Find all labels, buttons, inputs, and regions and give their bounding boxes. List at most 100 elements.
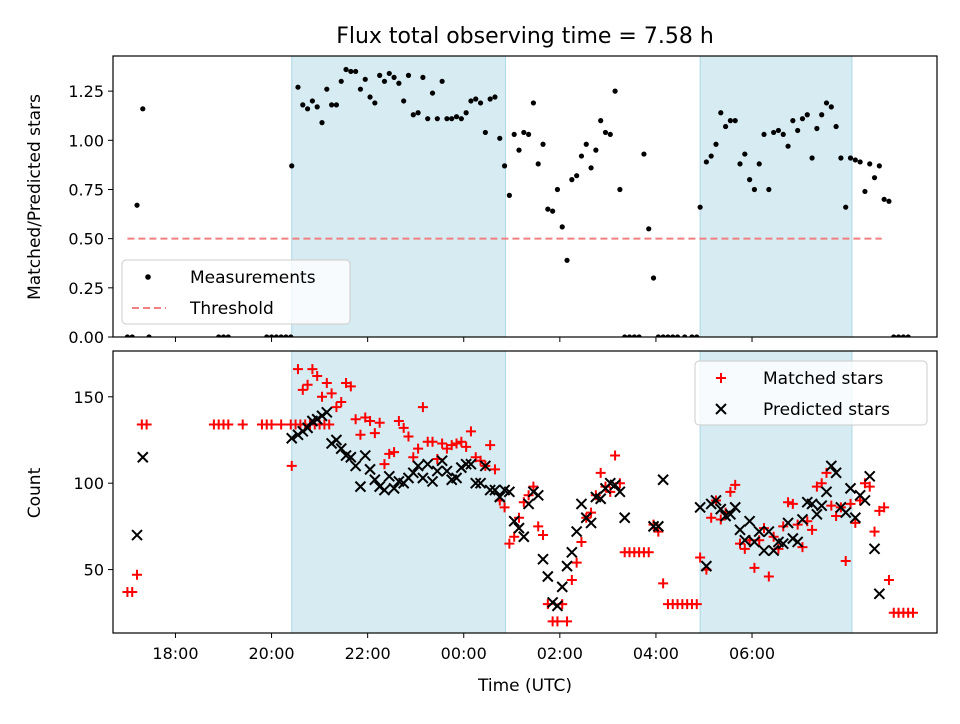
predicted-star-point <box>734 524 746 536</box>
matched-star-point <box>355 429 366 440</box>
measurement-point <box>439 78 445 84</box>
matched-star-point <box>324 419 335 430</box>
predicted-star-point <box>652 520 665 533</box>
predicted-star-point <box>575 498 588 510</box>
predicted-star-point <box>825 460 838 472</box>
predicted-star-point <box>724 508 737 520</box>
predicted-star-point <box>647 520 660 533</box>
matched-star-point <box>437 438 448 449</box>
matched-star-point <box>326 388 337 399</box>
measurement-point <box>881 196 887 202</box>
predicted-star-point <box>758 544 770 557</box>
legend-label: Measurements <box>190 268 316 288</box>
measurement-point <box>569 177 575 183</box>
measurement-point <box>838 155 844 161</box>
matched-star-point <box>595 467 606 478</box>
measurement-point <box>362 76 368 82</box>
legend-marker-predicted <box>715 403 727 415</box>
matched-star-point <box>826 500 837 511</box>
measurement-point <box>641 151 647 157</box>
measurement-point <box>660 334 666 337</box>
matched-star-point <box>566 574 577 585</box>
measurement-point <box>530 100 537 106</box>
measurement-point <box>650 275 657 281</box>
measurement-point <box>857 159 863 165</box>
measurement-point <box>670 334 676 337</box>
measurement-point <box>283 334 289 337</box>
measurement-point <box>134 202 140 208</box>
measurement-point <box>405 72 412 78</box>
matched-star-point <box>783 497 794 508</box>
measurement-point <box>790 118 796 124</box>
measurement-point <box>809 155 815 161</box>
top-panel: 0.00 0.25 0.50 0.75 1.00 1.25 Measurements Thre… <box>68 55 938 347</box>
measurement-point <box>511 131 517 138</box>
measurement-point <box>146 334 152 337</box>
matched-star-point <box>384 448 395 459</box>
measurement-point <box>775 127 782 134</box>
measurement-point <box>900 334 906 337</box>
matched-star-point <box>509 531 520 542</box>
measurement-point <box>747 177 753 183</box>
measurement-point <box>833 123 839 130</box>
measurement-point <box>216 334 222 337</box>
observing-window-shade <box>699 55 853 338</box>
measurement-point <box>278 334 284 337</box>
x-tick-label: 20:00 <box>248 644 294 663</box>
measurement-point <box>718 110 724 116</box>
predicted-star-point <box>777 537 789 550</box>
predicted-star-point <box>763 525 775 538</box>
legend-label: Threshold <box>189 299 274 319</box>
measurement-point <box>386 70 392 77</box>
plot-area <box>122 364 918 627</box>
matched-star-point <box>845 498 856 509</box>
predicted-star-point <box>806 498 818 510</box>
matched-star-point <box>413 443 424 454</box>
predicted-star-point <box>431 465 444 477</box>
measurement-point <box>477 100 484 106</box>
matched-star-point <box>374 417 385 428</box>
measurement-point <box>497 135 503 141</box>
legend-box <box>694 360 928 426</box>
predicted-star-point <box>441 465 453 477</box>
matched-star-point <box>499 502 510 513</box>
matched-star-point <box>417 402 428 413</box>
x-tick-label: 18:00 <box>152 644 198 663</box>
matched-star-point <box>292 364 303 375</box>
matched-star-point <box>321 377 332 388</box>
measurement-point <box>309 98 315 104</box>
predicted-star-point <box>542 570 554 583</box>
measurement-point <box>319 120 325 126</box>
matched-star-point <box>706 512 717 523</box>
measurement-point <box>343 66 349 73</box>
predicted-star-point <box>873 588 886 600</box>
predicted-star-point <box>657 474 669 486</box>
plot-area <box>124 66 911 337</box>
measurement-point <box>357 86 364 92</box>
measurement-point <box>353 68 359 75</box>
matched-star-point <box>730 479 741 490</box>
predicted-star-point <box>383 470 395 482</box>
predicted-star-point <box>868 543 881 555</box>
measurement-point <box>697 204 703 210</box>
matched-star-point <box>816 478 827 489</box>
measurement-point <box>867 161 873 167</box>
x-tick-label: 06:00 <box>729 644 775 663</box>
measurement-point <box>737 161 743 167</box>
y-tick-label: 1.25 <box>68 82 104 101</box>
matched-star-point <box>266 419 277 430</box>
matched-star-point <box>465 426 476 437</box>
matched-star-point <box>369 428 380 439</box>
y-tick-label: 0.75 <box>68 180 104 199</box>
predicted-star-point <box>729 501 741 514</box>
measurement-point <box>377 72 383 78</box>
matched-star-point <box>691 599 702 610</box>
axes-frame <box>112 350 938 634</box>
matched-star-point <box>504 538 515 549</box>
x-tick-label: 00:00 <box>441 644 487 663</box>
predicted-star-point <box>743 515 756 527</box>
predicted-star-point <box>556 581 568 593</box>
predicted-star-point <box>585 517 597 529</box>
predicted-star-point <box>465 458 477 470</box>
matched-star-point <box>538 530 549 541</box>
